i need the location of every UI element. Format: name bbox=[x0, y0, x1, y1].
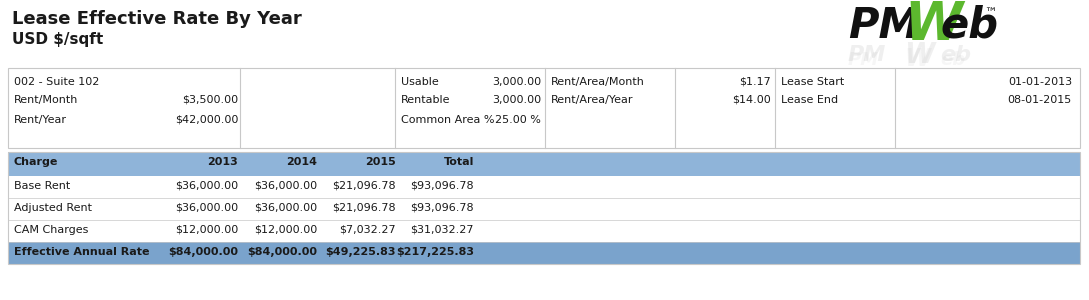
Text: Common Area %: Common Area % bbox=[401, 115, 494, 125]
Text: Adjusted Rent: Adjusted Rent bbox=[14, 203, 91, 213]
Text: Rentable: Rentable bbox=[401, 95, 451, 105]
FancyBboxPatch shape bbox=[8, 220, 1080, 242]
FancyBboxPatch shape bbox=[8, 68, 1080, 148]
Text: $3,500.00: $3,500.00 bbox=[182, 95, 238, 105]
Text: $36,000.00: $36,000.00 bbox=[254, 203, 317, 213]
Text: W: W bbox=[904, 41, 934, 69]
Text: Rent/Year: Rent/Year bbox=[14, 115, 68, 125]
Text: $7,032.27: $7,032.27 bbox=[340, 225, 396, 235]
Text: 2013: 2013 bbox=[207, 157, 238, 167]
Text: Rent/Area/Year: Rent/Area/Year bbox=[551, 95, 634, 105]
Text: $12,000.00: $12,000.00 bbox=[174, 225, 238, 235]
Text: $31,032.27: $31,032.27 bbox=[411, 225, 474, 235]
Text: $36,000.00: $36,000.00 bbox=[175, 181, 238, 191]
Text: 08-01-2015: 08-01-2015 bbox=[1007, 95, 1072, 105]
Text: eb: eb bbox=[940, 45, 971, 65]
Text: PM: PM bbox=[848, 51, 879, 69]
Text: USD $/sqft: USD $/sqft bbox=[12, 32, 103, 47]
Text: PM: PM bbox=[848, 5, 920, 47]
Text: 01-01-2013: 01-01-2013 bbox=[1008, 77, 1072, 87]
Text: 2014: 2014 bbox=[286, 157, 317, 167]
Text: $12,000.00: $12,000.00 bbox=[254, 225, 317, 235]
Text: 25.00 %: 25.00 % bbox=[495, 115, 541, 125]
Text: Total: Total bbox=[443, 157, 474, 167]
Text: Lease End: Lease End bbox=[781, 95, 839, 105]
FancyBboxPatch shape bbox=[8, 242, 1080, 264]
Text: PM: PM bbox=[848, 45, 886, 65]
Text: Effective Annual Rate: Effective Annual Rate bbox=[14, 247, 149, 257]
Text: $21,096.78: $21,096.78 bbox=[332, 203, 396, 213]
FancyBboxPatch shape bbox=[8, 198, 1080, 220]
Text: $84,000.00: $84,000.00 bbox=[247, 247, 317, 257]
Text: $84,000.00: $84,000.00 bbox=[168, 247, 238, 257]
Text: $217,225.83: $217,225.83 bbox=[396, 247, 474, 257]
Text: $36,000.00: $36,000.00 bbox=[254, 181, 317, 191]
Text: Rent/Area/Month: Rent/Area/Month bbox=[551, 77, 645, 87]
Text: $36,000.00: $36,000.00 bbox=[175, 203, 238, 213]
FancyBboxPatch shape bbox=[8, 176, 1080, 198]
Text: Base Rent: Base Rent bbox=[14, 181, 71, 191]
FancyBboxPatch shape bbox=[8, 152, 1080, 176]
Text: eb: eb bbox=[940, 5, 998, 47]
Text: $14.00: $14.00 bbox=[732, 95, 771, 105]
Text: W: W bbox=[904, 0, 962, 51]
Text: eb: eb bbox=[940, 51, 965, 69]
Text: Rent/Month: Rent/Month bbox=[14, 95, 78, 105]
Text: 002 - Suite 102: 002 - Suite 102 bbox=[14, 77, 99, 87]
Text: Lease Start: Lease Start bbox=[781, 77, 844, 87]
Text: W: W bbox=[904, 47, 930, 71]
Text: Lease Effective Rate By Year: Lease Effective Rate By Year bbox=[12, 10, 302, 28]
Text: ™: ™ bbox=[984, 7, 996, 20]
Text: CAM Charges: CAM Charges bbox=[14, 225, 88, 235]
Text: $42,000.00: $42,000.00 bbox=[174, 115, 238, 125]
Text: 3,000.00: 3,000.00 bbox=[492, 77, 541, 87]
Text: 2015: 2015 bbox=[365, 157, 396, 167]
Text: $49,225.83: $49,225.83 bbox=[326, 247, 396, 257]
Text: 3,000.00: 3,000.00 bbox=[492, 95, 541, 105]
Text: Charge: Charge bbox=[14, 157, 59, 167]
Text: $21,096.78: $21,096.78 bbox=[332, 181, 396, 191]
Text: $93,096.78: $93,096.78 bbox=[411, 203, 474, 213]
Text: Usable: Usable bbox=[401, 77, 439, 87]
Text: $93,096.78: $93,096.78 bbox=[411, 181, 474, 191]
Text: $1.17: $1.17 bbox=[739, 77, 771, 87]
